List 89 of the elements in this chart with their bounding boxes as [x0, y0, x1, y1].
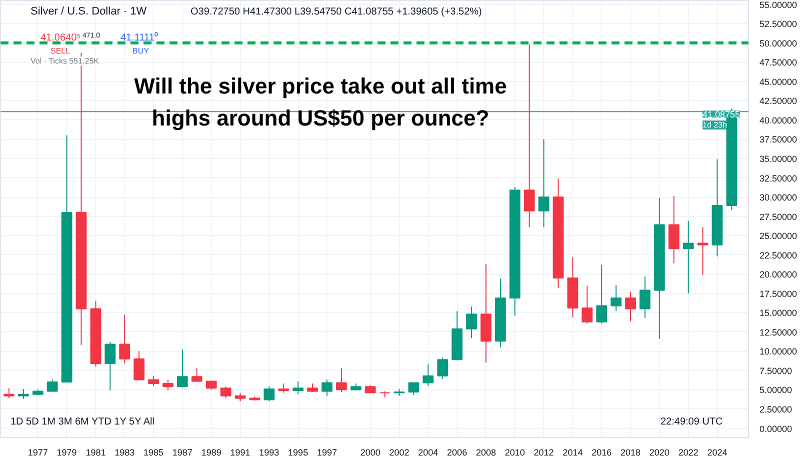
x-tick-label: 2024	[707, 448, 728, 458]
candlestick	[162, 379, 174, 391]
candlestick	[278, 383, 290, 394]
candlestick	[220, 386, 232, 399]
candlestick	[104, 341, 116, 391]
annotation: Vol · Ticks 551.25K	[30, 56, 100, 66]
y-tick-label: 52.50000	[760, 19, 798, 30]
x-tick-label: 2010	[504, 448, 525, 458]
y-tick-label: 7.50000	[760, 366, 792, 376]
y-tick-label: 25.00000	[760, 231, 798, 242]
candlestick	[437, 356, 448, 380]
x-tick-label: 1979	[56, 448, 77, 458]
annotation: 41.0640⁵	[40, 32, 81, 44]
candlestick	[640, 276, 650, 319]
x-tick-label: 2012	[534, 448, 554, 458]
x-tick-label: 1995	[288, 448, 308, 458]
candlestick	[596, 264, 608, 324]
y-tick-label: 37.50000	[760, 134, 798, 145]
candlestick	[4, 388, 14, 399]
annotation: 1d 23h	[702, 120, 727, 130]
candlestick	[46, 379, 58, 392]
y-tick-label: 15.00000	[760, 308, 798, 318]
y-tick-label: 20.00000	[760, 270, 798, 280]
y-tick-label: 50.00000	[760, 38, 798, 48]
candlestick	[18, 388, 29, 400]
x-tick-label: 2000	[360, 448, 380, 458]
candlestick	[148, 375, 159, 386]
candlestick	[264, 386, 275, 402]
x-tick-label: 1993	[259, 448, 280, 458]
x-tick-label: 2014	[562, 448, 583, 458]
x-tick-label: 1981	[86, 448, 106, 458]
ref-line-label: 41.08755	[702, 110, 740, 120]
x-tick-label: 2016	[592, 448, 612, 458]
y-tick-label: 35.00000	[760, 154, 798, 164]
candlestick	[408, 382, 420, 396]
candlestick	[524, 44, 535, 228]
candlestick	[119, 314, 130, 364]
x-tick-label: 2020	[649, 448, 670, 458]
candlestick	[582, 285, 593, 324]
candlestick	[625, 291, 636, 322]
candlestick	[668, 196, 680, 264]
y-tick-label: 17.50000	[760, 288, 798, 299]
candlestick	[466, 306, 477, 339]
chart-subtitle: Silver / U.S. Dollar · 1W	[30, 6, 148, 18]
x-tick-label: 1977	[28, 448, 48, 458]
annotation: SELL	[50, 46, 71, 56]
candlestick	[176, 349, 188, 388]
x-tick-label: 2018	[620, 448, 641, 458]
x-tick-label: 2022	[678, 448, 698, 458]
candlestick	[697, 226, 708, 276]
x-tick-label: 1983	[114, 448, 135, 458]
x-tick-label: 2002	[389, 448, 410, 458]
candlestick	[322, 379, 332, 396]
y-tick-label: 10.00000	[760, 346, 798, 357]
annotation: 1D 5D 1M 3M 6M YTD 1Y 5Y All	[10, 416, 154, 428]
x-tick-label: 1987	[172, 448, 192, 458]
annotation: 22:49:09 UTC	[660, 416, 723, 428]
x-tick-label: 1997	[316, 448, 338, 458]
candlestick	[292, 380, 304, 395]
y-tick-label: 47.50000	[760, 58, 798, 68]
text: Will the silver price take out all time highs around US$50 per ounce?	[134, 74, 507, 130]
annotation: 41.1111⁰	[120, 32, 158, 44]
y-tick-label: 22.50000	[760, 250, 798, 260]
y-tick-label: 45.00000	[760, 76, 798, 87]
x-tick-label: 1985	[144, 448, 164, 458]
y-tick-label: 5.00000	[760, 385, 792, 396]
candlestick	[682, 220, 694, 294]
candlestick	[134, 350, 144, 381]
candlestick	[191, 368, 202, 383]
candlestick	[610, 284, 622, 312]
x-tick-label: 2008	[476, 448, 496, 458]
y-tick-label: 0.00000	[760, 424, 792, 434]
x-tick-label: 2004	[418, 448, 438, 458]
y-tick-label: 30.00000	[760, 192, 798, 203]
y-tick-label: 42.50000	[760, 96, 798, 106]
annotation: O39.72750 H41.47300 L39.54750 C41.08755 +1.39605 (+3.52%)	[190, 6, 482, 18]
annotation: BUY	[132, 46, 150, 56]
candlestick	[422, 364, 434, 386]
y-tick-label: 40.00000	[760, 115, 798, 126]
y-tick-label: 32.50000	[760, 173, 798, 184]
y-tick-label: 27.50000	[760, 212, 798, 222]
y-tick-label: 55.00000	[760, 0, 798, 10]
y-tick-label: 12.50000	[760, 327, 798, 338]
x-tick-label: 1991	[230, 448, 250, 458]
candlestick	[336, 368, 347, 393]
x-tick-label: 1989	[201, 448, 222, 458]
candlestick	[538, 138, 550, 228]
y-tick-label: 2.50000	[760, 404, 792, 414]
x-tick-label: 2006	[447, 448, 468, 458]
